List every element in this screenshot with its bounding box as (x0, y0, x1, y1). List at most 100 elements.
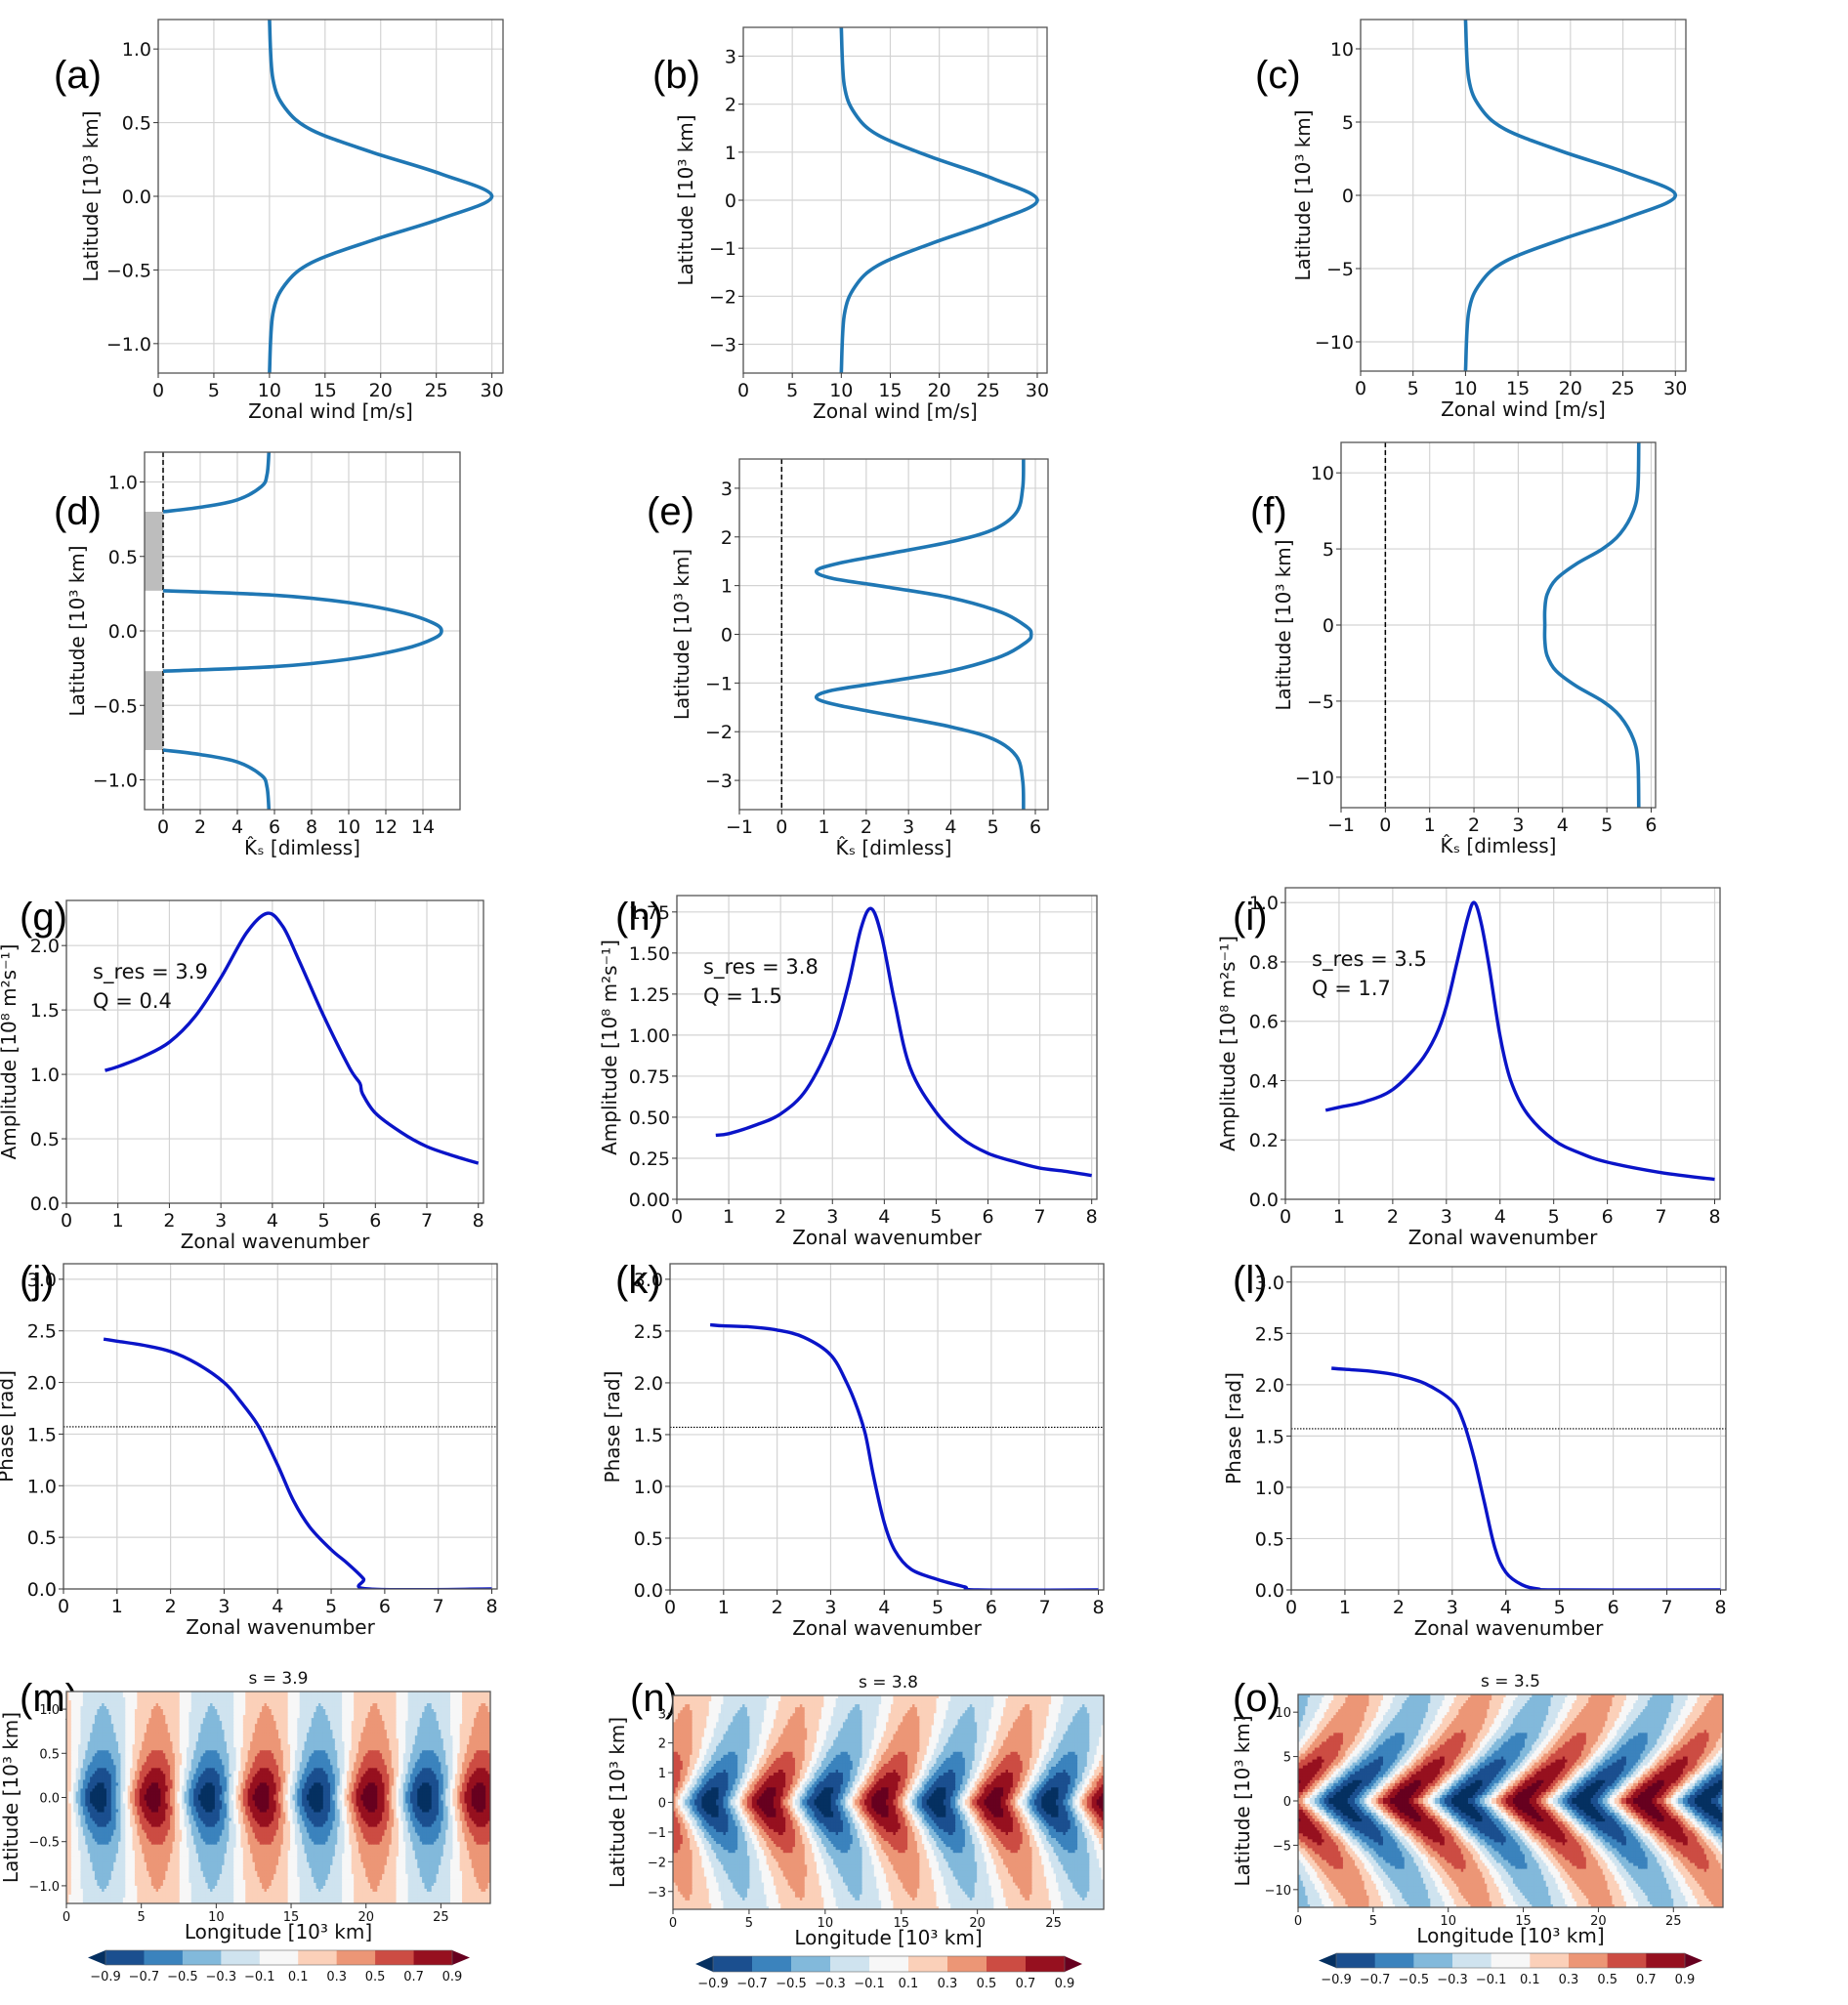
x-tick-label: 6 (986, 1597, 997, 1618)
contour-cell (483, 1753, 486, 1757)
contour-cell (306, 1747, 310, 1751)
contour-cell (436, 1733, 440, 1736)
contour-cell (422, 1700, 426, 1704)
contour-cell (438, 1744, 441, 1748)
contour-cell (70, 1741, 74, 1745)
contour-cell (240, 1733, 244, 1736)
contour-cell (85, 1715, 89, 1719)
grid (65, 900, 483, 1204)
contour-cell (134, 1759, 138, 1763)
contour-cell (78, 1727, 82, 1731)
contour-cell (478, 1744, 482, 1748)
x-tick-label: 0 (1285, 1597, 1297, 1618)
x-tick-label: 20 (369, 380, 393, 401)
contour-cell (332, 1700, 336, 1704)
contour-cell (207, 1700, 211, 1704)
contour-cell (257, 1756, 261, 1760)
contour-cell (314, 1724, 317, 1728)
contour-cell (212, 1735, 216, 1739)
contour-cell (302, 1733, 306, 1736)
contour-cell (464, 1762, 468, 1766)
contour-cell (442, 1756, 446, 1760)
contour-cell (238, 1756, 242, 1760)
contour-cell (320, 1762, 324, 1766)
contour-cell (464, 1741, 468, 1745)
contour-cell (339, 1700, 343, 1704)
contour-cell (222, 1744, 226, 1748)
contour-cell (302, 1718, 306, 1722)
contour-cell (315, 1703, 319, 1707)
contour-cell (351, 1747, 355, 1751)
contour-cell (370, 1703, 374, 1707)
contour-cell (302, 1692, 306, 1695)
contour-cell (306, 1694, 310, 1698)
contour-cell (292, 1703, 296, 1707)
contour-cell (370, 1706, 374, 1710)
contour-cell (429, 1700, 433, 1704)
contour-cell (454, 1735, 458, 1739)
contour-cell (417, 1700, 421, 1704)
contour-cell (280, 1724, 284, 1728)
contour-cell (102, 1741, 105, 1745)
contour-cell (217, 1735, 221, 1739)
contour-cell (377, 1730, 381, 1733)
contour-cell (311, 1718, 315, 1722)
contour-cell (205, 1709, 209, 1713)
contour-cell (405, 1712, 409, 1716)
x-tick-label: 5 (987, 816, 999, 838)
contour-cell (262, 1692, 266, 1695)
contour-cell (155, 1718, 159, 1722)
contour-cell (304, 1756, 308, 1760)
contour-cell (144, 1721, 147, 1725)
contour-cell (153, 1747, 157, 1751)
contour-cell (356, 1750, 359, 1754)
contour-cell (162, 1706, 166, 1710)
contour-cell (92, 1753, 96, 1757)
contour-cell (382, 1727, 386, 1731)
contour-cell (317, 1733, 321, 1736)
series-line (814, 459, 1033, 810)
y-tick-label: 0.5 (27, 1527, 57, 1549)
contour-cell (158, 1756, 162, 1760)
contour-cell (80, 1741, 84, 1745)
contour-cell (87, 1703, 91, 1707)
contour-cell (130, 1715, 134, 1719)
contour-cell (309, 1718, 313, 1722)
contour-cell (200, 1715, 204, 1719)
contour-cell (193, 1741, 197, 1745)
contour-cell (474, 1750, 478, 1754)
contour-cell (190, 1747, 194, 1751)
contour-cell (398, 1724, 401, 1728)
x-tick-label: 5 (930, 1206, 942, 1228)
contour-cell (410, 1697, 414, 1701)
contour-cell (362, 1759, 366, 1763)
contour-cell (172, 1694, 176, 1698)
contour-cell (419, 1759, 423, 1763)
contour-cell (146, 1741, 149, 1745)
contour-cell (389, 1703, 393, 1707)
contour-cell (113, 1721, 117, 1725)
contour-cell (115, 1750, 119, 1754)
contour-cell (235, 1697, 239, 1701)
contour-cell (396, 1762, 399, 1766)
contour-cell (332, 1712, 336, 1716)
contour-cell (327, 1753, 331, 1757)
contour-cell (207, 1724, 211, 1728)
x-tick-label: 1 (1333, 1206, 1345, 1228)
y-axis-label: Amplitude [10⁸ m²s⁻¹] (598, 940, 621, 1155)
contour-cell (325, 1700, 329, 1704)
contour-cell (332, 1724, 336, 1728)
contour-cell (354, 1692, 357, 1695)
contour-cell (153, 1700, 157, 1704)
contour-cell (137, 1700, 141, 1704)
contour-cell (327, 1697, 331, 1701)
contour-cell (205, 1694, 209, 1698)
contour-cell (139, 1747, 143, 1751)
contour-cell (148, 1762, 152, 1766)
x-tick-label: 6 (269, 816, 280, 838)
contour-cell (330, 1730, 334, 1733)
contour-cell (148, 1753, 152, 1757)
contour-cell (450, 1706, 454, 1710)
contour-cell (162, 1733, 166, 1736)
contour-cell (92, 1712, 96, 1716)
